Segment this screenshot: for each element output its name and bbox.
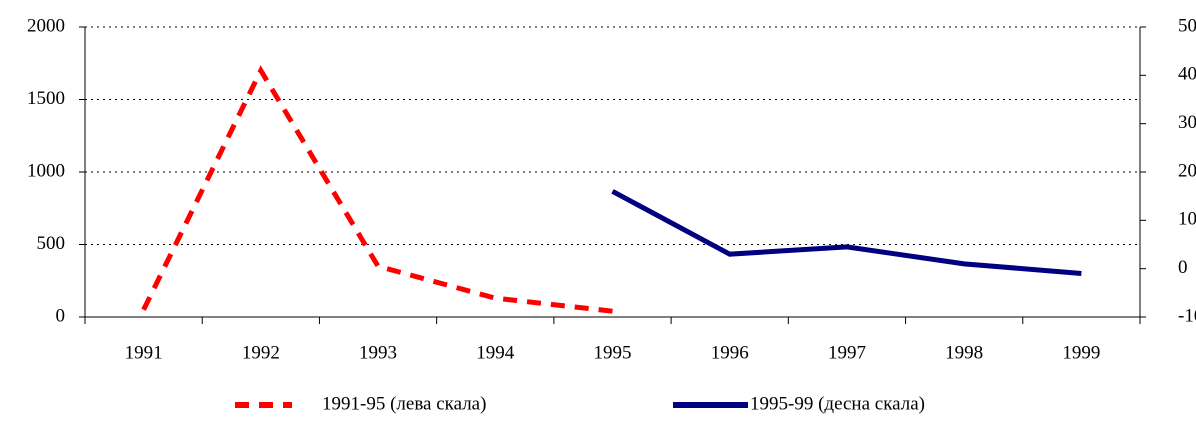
legend-label: 1995-99 (десна скала) [750,393,925,414]
y2-tick-label: 10 [1178,209,1196,230]
y-tick-label: 500 [37,233,66,254]
y2-tick-label: 20 [1178,160,1196,181]
x-tick-label: 1992 [242,342,280,363]
y-tick-label: 0 [56,305,66,326]
y-tick-label: 2000 [27,15,65,36]
y-tick-label: 1500 [27,88,65,109]
y2-tick-label: 0 [1178,257,1188,278]
y-tick-label: 1000 [27,160,65,181]
y2-tick-label: 50 [1178,15,1196,36]
x-tick-label: 1991 [125,342,163,363]
x-tick-label: 1993 [359,342,397,363]
legend-label: 1991-95 (лева скала) [322,393,486,414]
x-tick-label: 1997 [828,342,866,363]
y2-tick-label: 30 [1178,112,1196,133]
series-line [611,189,1082,276]
x-tick-label: 1999 [1062,342,1100,363]
x-tick-label: 1998 [945,342,983,363]
x-tick-label: 1996 [711,342,749,363]
y2-tick-label: -10 [1178,305,1196,326]
series-line [141,65,613,314]
x-tick-label: 1995 [594,342,632,363]
y2-tick-label: 40 [1178,64,1196,85]
x-tick-label: 1994 [476,342,515,363]
